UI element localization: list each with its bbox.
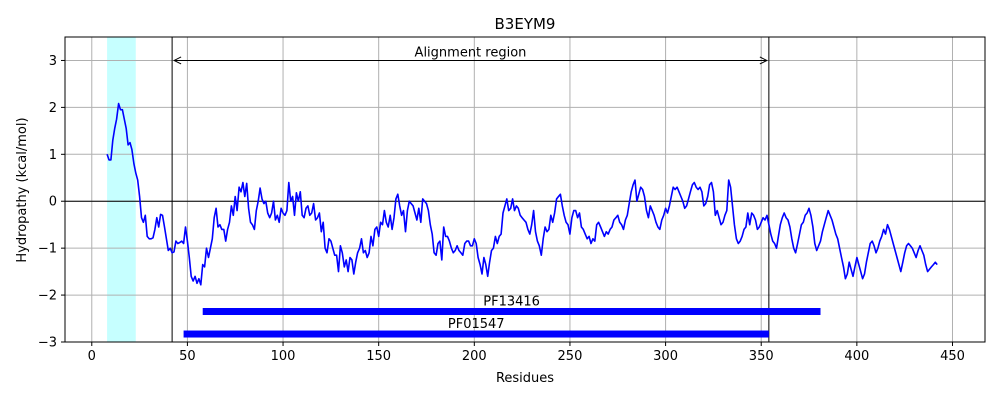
x-tick-label: 0 bbox=[88, 349, 96, 364]
y-tick-label: −2 bbox=[38, 289, 57, 304]
x-tick-label: 200 bbox=[462, 349, 487, 364]
highlight-band bbox=[107, 37, 136, 342]
alignment-arrow-left-head bbox=[172, 56, 182, 65]
hydropathy-series-line bbox=[106, 102, 938, 286]
plot-area: Alignment region PF13416 PF01547 bbox=[65, 37, 985, 343]
alignment-region-label: Alignment region bbox=[415, 45, 527, 60]
x-tick-label: 50 bbox=[179, 349, 196, 364]
x-tick-label: 400 bbox=[844, 349, 869, 364]
y-tick-label: 2 bbox=[49, 101, 57, 116]
y-tick-label: 3 bbox=[49, 54, 57, 69]
x-tick-label: 150 bbox=[366, 349, 391, 364]
y-tick-label: 0 bbox=[49, 195, 57, 210]
domain-bar-pf01547 bbox=[183, 330, 769, 338]
alignment-arrow-right-head bbox=[759, 56, 768, 65]
y-axis-label: Hydropathy (kcal/mol) bbox=[15, 117, 30, 262]
chart-title: B3EYM9 bbox=[495, 15, 556, 33]
axes: 0 50 100 150 200 250 300 350 400 450 −3 −2 −1 0 1 2 3 bbox=[38, 36, 986, 364]
y-tick-label: 1 bbox=[49, 148, 57, 163]
domain-label-pf01547: PF01547 bbox=[448, 317, 505, 332]
x-tick-label: 300 bbox=[653, 349, 678, 364]
y-tick-label: −1 bbox=[38, 242, 57, 257]
axes-frame bbox=[64, 36, 986, 343]
domain-label-pf13416: PF13416 bbox=[483, 295, 540, 310]
y-tick-label: −3 bbox=[38, 336, 57, 351]
x-tick-label: 350 bbox=[749, 349, 774, 364]
domain-bar-pf13416 bbox=[202, 308, 821, 315]
x-tick-label: 450 bbox=[940, 349, 965, 364]
x-axis-label: Residues bbox=[496, 371, 554, 386]
x-tick-label: 100 bbox=[271, 349, 296, 364]
x-tick-label: 250 bbox=[558, 349, 583, 364]
